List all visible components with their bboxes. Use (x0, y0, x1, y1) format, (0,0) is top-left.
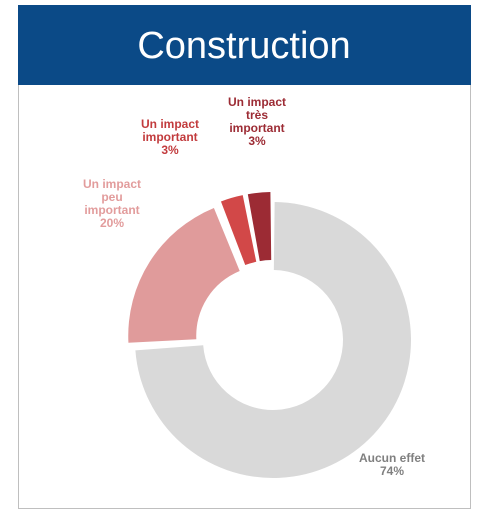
donut-slice (247, 192, 272, 262)
slice-value: 20% (100, 216, 124, 230)
slice-value: 3% (161, 143, 179, 157)
chart-title: Construction (137, 25, 350, 67)
donut-slice (128, 208, 240, 343)
slice-value: 3% (248, 134, 266, 148)
slice-label: Un impact important (141, 117, 199, 144)
slice-value: 74% (380, 464, 404, 478)
donut-slice (135, 202, 412, 478)
slice-label: Un impact très important (228, 95, 286, 135)
donut-slice (220, 195, 257, 266)
slice-label: Un impact peu important (83, 177, 141, 217)
header (18, 5, 471, 85)
slice-label: Aucun effet (359, 451, 425, 465)
